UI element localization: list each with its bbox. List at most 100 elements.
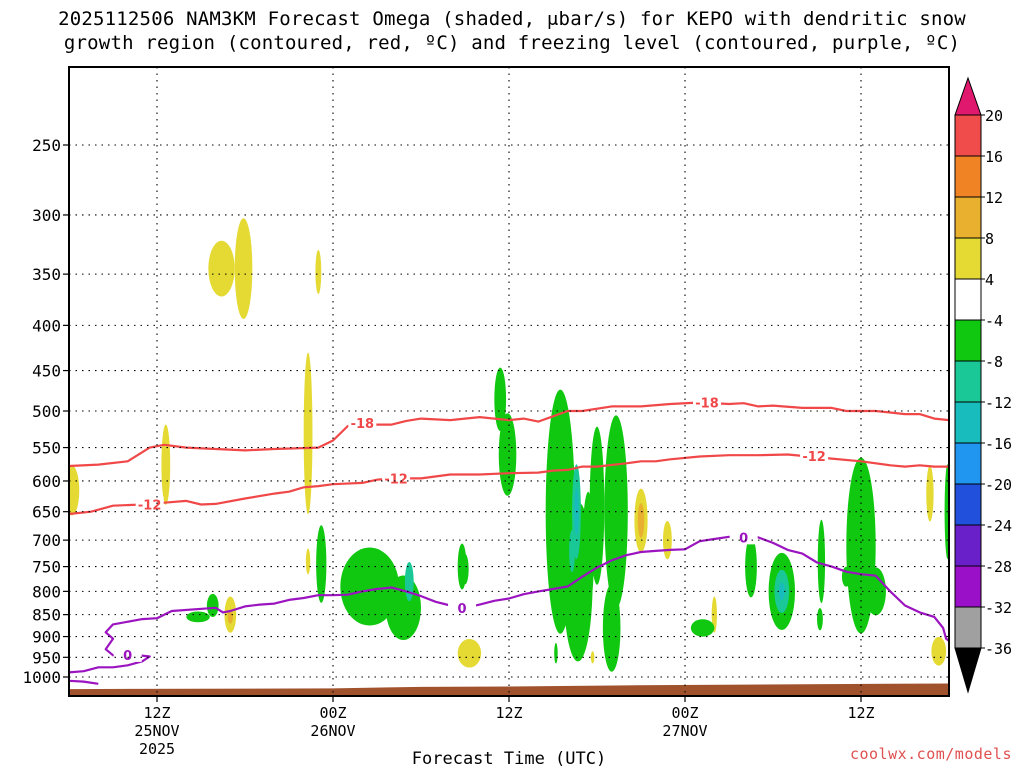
- colorbar-bin-3: [954, 196, 982, 239]
- ytick-label-600: 600: [32, 472, 61, 491]
- contour-label-2: -12: [138, 499, 162, 514]
- omega-region-41: [637, 503, 645, 538]
- omega-region-5: [303, 352, 313, 515]
- colorbar-label-13: -36: [985, 640, 1012, 658]
- colorbar-bottom-arrow: [954, 647, 982, 694]
- chart-title-line-2: growth region (contoured, red, ºC) and f…: [63, 32, 961, 54]
- colorbar-bin-2: [954, 155, 982, 198]
- colorbar-bin-11: [954, 524, 982, 567]
- omega-region-14: [931, 636, 947, 666]
- xtick-label-18-0: 00Z: [319, 704, 346, 722]
- colorbar-label-0: 20: [985, 107, 1003, 125]
- omega-region-30: [690, 619, 715, 637]
- colorbar-bin-7: [954, 360, 982, 403]
- colorbar-label-5: -4: [985, 312, 1003, 330]
- omega-region-6: [305, 548, 311, 575]
- omega-region-1: [161, 424, 171, 505]
- contour-label-bg-4: [800, 447, 829, 463]
- contour-label-bg-5: [448, 599, 477, 615]
- ytick-label-850: 850: [32, 606, 61, 625]
- omega-region-33: [817, 519, 826, 604]
- xtick-label-6-1: 25NOV: [134, 722, 179, 740]
- ytick-label-800: 800: [32, 582, 61, 601]
- contour-label-1: -18: [695, 396, 719, 411]
- colorbar-bin-6: [954, 319, 982, 362]
- contour-label-0: -18: [351, 417, 375, 432]
- colorbar-bin-4: [954, 237, 982, 280]
- omega-region-26: [589, 426, 605, 585]
- xtick-label-6-2: 2025: [139, 740, 175, 758]
- contour-label-bg-3: [382, 470, 411, 486]
- omega-region-47: [778, 582, 785, 601]
- omega-region-39: [461, 553, 469, 585]
- omega-region-12: [711, 596, 717, 633]
- ytick-label-750: 750: [32, 558, 61, 577]
- colorbar-label-6: -8: [985, 353, 1003, 371]
- xtick-label-54-0: 12Z: [847, 704, 874, 722]
- omega-region-3: [234, 218, 253, 319]
- contour-label-bg-2: [135, 496, 164, 512]
- contour-0-low: [69, 679, 99, 685]
- ytick-label-650: 650: [32, 503, 61, 522]
- ytick-label-700: 700: [32, 531, 61, 550]
- ytick-label-500: 500: [32, 402, 61, 421]
- colorbar-label-7: -12: [985, 394, 1012, 412]
- colorbar-label-9: -20: [985, 476, 1012, 494]
- omega-region-34: [817, 607, 823, 631]
- colorbar-bin-1: [954, 114, 982, 157]
- xtick-label-6-0: 12Z: [143, 704, 170, 722]
- colorbar-bin-9: [954, 442, 982, 485]
- contour-label-3: -12: [384, 472, 408, 487]
- colorbar-label-8: -16: [985, 435, 1012, 453]
- ytick-label-950: 950: [32, 648, 61, 667]
- omega-region-4: [315, 249, 322, 295]
- colorbar-label-4: 4: [985, 271, 994, 289]
- contour-label-7: 0: [123, 649, 132, 664]
- colorbar-bin-10: [954, 483, 982, 526]
- terrain-fill: [69, 683, 949, 696]
- omega-region-15: [206, 593, 219, 618]
- omega-region-29: [554, 643, 558, 664]
- plot-frame: [68, 66, 950, 697]
- ytick-label-350: 350: [32, 265, 61, 284]
- colorbar-bin-12: [954, 565, 982, 608]
- xtick-label-42-0: 00Z: [671, 704, 698, 722]
- ytick-label-550: 550: [32, 439, 61, 458]
- colorbar-label-1: 16: [985, 148, 1003, 166]
- contour-label-bg-1: [693, 394, 721, 410]
- colorbar-bin-5: [954, 278, 982, 321]
- omega-region-17: [316, 525, 327, 603]
- colorbar-label-12: -32: [985, 599, 1012, 617]
- x-axis-label: Forecast Time (UTC): [412, 749, 606, 768]
- omega-region-42: [404, 561, 414, 602]
- omega-region-8: [457, 638, 482, 668]
- ytick-label-450: 450: [32, 362, 61, 381]
- omega-region-16: [186, 611, 210, 623]
- omega-region-31: [745, 535, 757, 598]
- contour-label-bg-0: [348, 415, 377, 431]
- ytick-label-300: 300: [32, 206, 61, 225]
- omega-region-13: [926, 465, 934, 522]
- omega-region-22: [498, 413, 517, 496]
- contour-label-bg-7: [113, 646, 142, 662]
- omega-region-40: [227, 610, 233, 624]
- omega-region-11: [590, 651, 595, 664]
- ytick-label-400: 400: [32, 316, 61, 335]
- contour-label-bg-6: [729, 529, 758, 545]
- contour-label-6: 0: [739, 531, 748, 546]
- colorbar-label-10: -24: [985, 517, 1012, 535]
- credit-text: coolwx.com/models: [849, 745, 1012, 763]
- omega-region-21: [494, 367, 507, 432]
- ytick-label-1000: 1000: [22, 668, 61, 687]
- colorbar: 20 16 12 8 4 -4 -8 -12 -16 -20 -24 -28 -32 -36: [954, 76, 1012, 694]
- xtick-label-42-1: 27NOV: [662, 722, 707, 740]
- chart-title-line-1: 2025112506 NAM3KM Forecast Omega (shaded…: [58, 8, 966, 30]
- ytick-label-250: 250: [32, 136, 61, 155]
- omega-region-2: [208, 240, 235, 297]
- colorbar-label-2: 12: [985, 189, 1003, 207]
- contour-label-5: 0: [458, 602, 467, 617]
- colorbar-label-3: 8: [985, 230, 994, 248]
- contour--18: [69, 401, 949, 468]
- contour-label-4: -12: [802, 450, 826, 465]
